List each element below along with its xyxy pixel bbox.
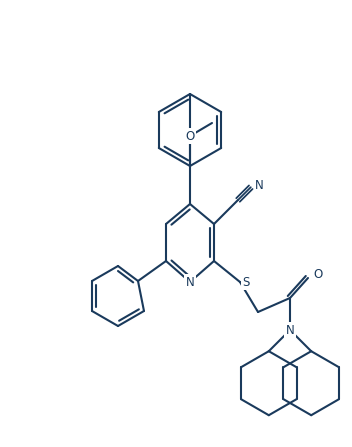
Text: O: O — [186, 130, 195, 143]
Text: N: N — [186, 275, 194, 288]
Text: N: N — [285, 324, 294, 337]
Text: O: O — [313, 269, 322, 282]
Text: S: S — [242, 275, 249, 288]
Text: N: N — [255, 179, 264, 192]
